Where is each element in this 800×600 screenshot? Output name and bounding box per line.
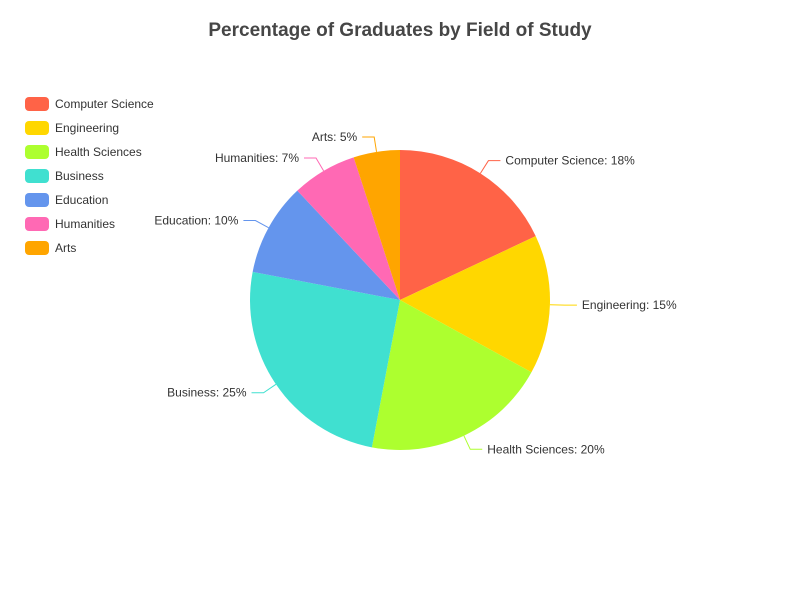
chart-legend: Computer Science Engineering Health Scie… (25, 92, 154, 260)
pie-slice-education[interactable] (252, 190, 400, 300)
pie-slice-engineering[interactable] (400, 236, 550, 373)
legend-label-health-sciences: Health Sciences (55, 145, 142, 159)
data-label-arts: Arts: 5% (312, 130, 358, 144)
legend-label-arts: Arts (55, 241, 77, 255)
legend-item-business[interactable]: Business (25, 164, 154, 188)
legend-swatch-business (25, 169, 49, 183)
data-label-health-sciences: Health Sciences: 20% (487, 442, 605, 456)
label-line-computer-science (479, 160, 501, 174)
label-line-humanities (304, 157, 325, 172)
label-line-health-sciences (463, 435, 483, 450)
legend-swatch-education (25, 193, 49, 207)
pie-slice-health-sciences[interactable] (371, 300, 532, 450)
data-label-humanities: Humanities: 7% (215, 151, 299, 165)
legend-label-engineering: Engineering (55, 121, 120, 135)
legend-swatch-humanities (25, 217, 49, 231)
legend-label-education: Education (55, 193, 109, 207)
data-label-business: Business: 25% (167, 386, 247, 400)
legend-swatch-health-sciences (25, 145, 49, 159)
label-line-business (251, 383, 277, 394)
legend-swatch-arts (25, 241, 49, 255)
pie-slice-computer-science[interactable] (400, 150, 536, 300)
legend-item-education[interactable]: Education (25, 188, 154, 212)
legend-item-arts[interactable]: Arts (25, 236, 154, 260)
pie-slice-arts[interactable] (353, 150, 400, 300)
pie-slice-business[interactable] (250, 271, 400, 448)
legend-label-humanities: Humanities (55, 217, 116, 231)
legend-item-computer-science[interactable]: Computer Science (25, 92, 154, 116)
legend-item-engineering[interactable]: Engineering (25, 116, 154, 140)
pie-slice-humanities[interactable] (297, 157, 400, 300)
label-line-arts (362, 136, 378, 152)
data-label-engineering: Engineering: 15% (582, 298, 677, 312)
legend-swatch-engineering (25, 121, 49, 135)
legend-label-business: Business (55, 169, 104, 183)
data-label-computer-science: Computer Science: 18% (505, 154, 635, 168)
legend-label-computer-science: Computer Science (55, 97, 154, 111)
legend-swatch-computer-science (25, 97, 49, 111)
legend-item-health-sciences[interactable]: Health Sciences (25, 140, 154, 164)
label-line-education (243, 220, 269, 229)
legend-item-humanities[interactable]: Humanities (25, 212, 154, 236)
chart-title: Percentage of Graduates by Field of Stud… (208, 20, 592, 41)
data-label-education: Education: 10% (154, 214, 238, 228)
